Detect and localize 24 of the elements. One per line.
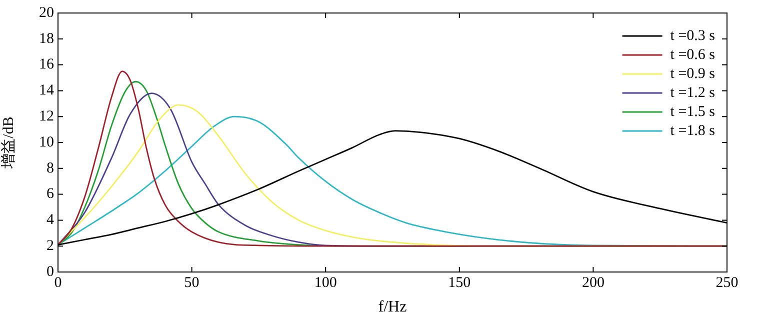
y-tick-label: 18 — [39, 30, 54, 47]
x-tick-label: 250 — [716, 274, 738, 291]
legend-label: t =1.8 s — [670, 122, 716, 139]
x-tick-label: 200 — [582, 274, 604, 291]
y-tick-label: 6 — [46, 186, 54, 202]
y-tick-label: 10 — [39, 134, 54, 150]
x-tick-label: 100 — [314, 274, 337, 291]
y-tick-label: 20 — [39, 4, 54, 21]
legend-label: t =0.6 s — [670, 46, 716, 63]
y-tick-label: 8 — [46, 160, 54, 176]
x-axis-title: f/Hz — [378, 298, 407, 316]
y-axis-title: 增益/dB — [0, 116, 17, 170]
legend-label: t =1.5 s — [670, 104, 716, 120]
y-tick-label: 2 — [46, 238, 54, 254]
legend-label: t =0.3 s — [670, 28, 716, 44]
y-tick-label: 12 — [39, 108, 54, 125]
y-tick-label: 16 — [39, 56, 54, 73]
legend-label: t =1.2 s — [670, 84, 716, 101]
x-tick-label: 50 — [184, 274, 200, 291]
y-tick-label: 4 — [46, 212, 54, 228]
legend-label: t =0.9 s — [670, 66, 716, 82]
y-tick-label: 14 — [39, 82, 54, 99]
y-tick-label: 0 — [46, 264, 54, 280]
x-tick-label: 150 — [448, 274, 471, 291]
